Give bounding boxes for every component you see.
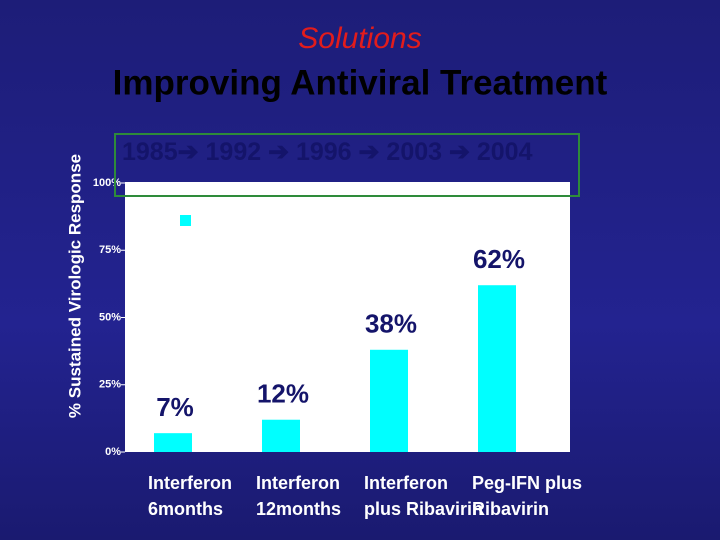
bar: [154, 433, 192, 452]
y-tick-label: 25%: [99, 379, 121, 391]
timeline-box: 1985➔ 1992 ➔ 1996 ➔ 2003 ➔ 2004: [114, 133, 580, 197]
bar: [478, 285, 516, 452]
value-label: 12%: [257, 379, 309, 409]
y-tick-label: 0%: [105, 446, 121, 458]
value-label: 38%: [365, 309, 417, 339]
x-tick-label: Peg-IFN plus: [472, 473, 582, 493]
bar: [370, 349, 408, 452]
chart-title: Improving Antiviral Treatment: [113, 63, 608, 102]
y-tick-label: 50%: [99, 311, 121, 323]
value-label: 7%: [156, 392, 194, 422]
legend-swatch: [180, 215, 191, 226]
x-tick-label: 6months: [148, 499, 223, 519]
y-tick-label: 75%: [99, 244, 121, 256]
y-axis-label: % Sustained Virologic Response: [65, 154, 84, 418]
x-tick-label: Ribavirin: [472, 499, 549, 519]
x-tick-label: Interferon: [256, 473, 340, 493]
x-tick-label: Interferon: [364, 473, 448, 493]
x-tick-label: Interferon: [148, 473, 232, 493]
value-label: 62%: [473, 244, 525, 274]
bar: [262, 419, 300, 452]
legend-label: All HCV: [199, 207, 291, 235]
chart-subtitle: Solutions: [298, 22, 421, 55]
x-tick-label: 12months: [256, 499, 341, 519]
x-tick-label: plus Ribavirin: [364, 499, 483, 519]
